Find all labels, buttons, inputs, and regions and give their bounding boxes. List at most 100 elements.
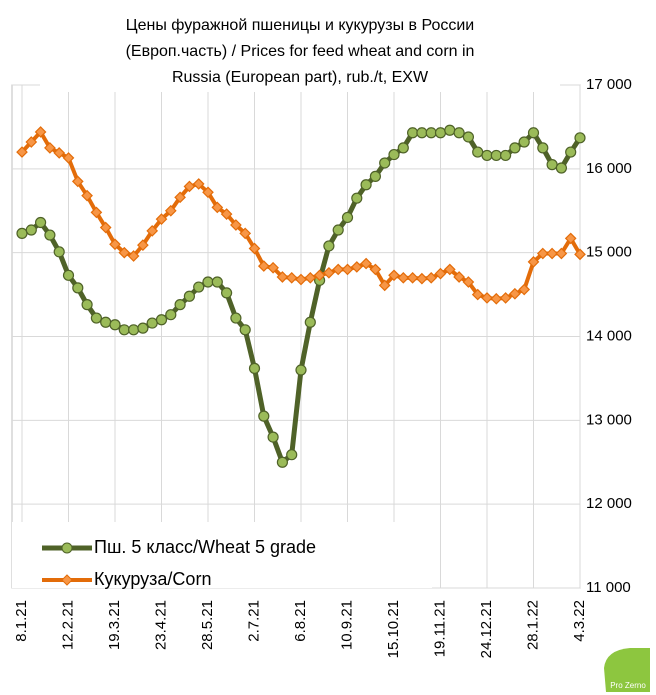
marker (257, 260, 270, 272)
logo-shape (604, 648, 650, 692)
title-background (40, 12, 560, 92)
marker (490, 149, 502, 162)
marker (239, 227, 252, 240)
marker (378, 279, 391, 292)
y-tick-label: 14 000 (586, 327, 632, 344)
marker (407, 127, 419, 139)
marker (211, 201, 224, 214)
marker (304, 271, 317, 284)
marker (351, 192, 363, 204)
marker (16, 227, 28, 239)
marker (109, 319, 121, 331)
marker (44, 142, 56, 154)
marker (211, 276, 223, 288)
marker (295, 273, 307, 286)
marker (397, 142, 409, 154)
y-tick-label: 12 000 (586, 495, 632, 512)
marker (276, 271, 289, 283)
marker (518, 136, 530, 148)
y-tick-label: 11 000 (586, 579, 631, 596)
marker (267, 431, 279, 443)
marker (118, 246, 131, 259)
marker (25, 136, 38, 148)
marker (258, 410, 270, 422)
marker (341, 263, 354, 276)
x-tick-label: 12.2.21 (59, 600, 76, 650)
marker (192, 178, 205, 190)
y-tick-label: 13 000 (586, 411, 632, 428)
marker (369, 170, 381, 182)
x-tick-label: 23.4.21 (152, 600, 169, 650)
marker (555, 162, 568, 174)
marker (536, 247, 549, 260)
legend-marker (61, 574, 73, 586)
marker (481, 149, 493, 162)
marker (527, 127, 540, 139)
x-tick-label: 8.1.21 (13, 600, 30, 642)
legend-marker (61, 542, 73, 554)
marker (174, 191, 186, 204)
marker (221, 287, 233, 299)
marker (388, 269, 400, 282)
marker (360, 257, 372, 270)
marker (193, 281, 205, 293)
x-tick-label: 10.9.21 (338, 600, 355, 650)
marker (304, 316, 316, 328)
x-tick-label: 24.12.21 (478, 600, 495, 658)
marker (350, 261, 363, 273)
marker (109, 238, 121, 251)
marker (34, 216, 47, 229)
marker (443, 263, 456, 276)
x-tick-label: 19.3.21 (106, 600, 123, 650)
marker (230, 219, 242, 231)
marker (128, 324, 140, 336)
marker (341, 211, 354, 224)
marker (462, 131, 474, 143)
marker (518, 283, 531, 296)
marker (220, 208, 233, 220)
marker (248, 242, 261, 255)
marker (183, 180, 196, 193)
marker (44, 229, 56, 241)
chart-title: (Европ.часть) / Prices for feed wheat an… (126, 43, 475, 60)
marker (62, 269, 75, 281)
marker (555, 247, 568, 260)
marker (313, 269, 326, 282)
marker (276, 456, 288, 468)
marker (462, 276, 475, 288)
marker (100, 316, 112, 328)
marker (397, 271, 410, 284)
chart-title: Цены фуражной пшеницы и кукурузы в Росси… (126, 17, 474, 34)
marker (323, 266, 335, 279)
marker (406, 271, 419, 284)
marker (62, 152, 75, 164)
marker (72, 282, 84, 294)
x-tick-label: 2.7.21 (245, 600, 262, 642)
legend-label: Пш. 5 класс/Wheat 5 grade (94, 537, 316, 557)
x-tick-label: 15.10.21 (385, 600, 402, 658)
marker (174, 299, 186, 311)
marker (164, 204, 177, 217)
marker (34, 126, 47, 138)
marker (90, 206, 103, 219)
y-tick-label: 16 000 (586, 160, 632, 177)
marker (16, 146, 28, 158)
marker (499, 292, 512, 304)
marker (146, 225, 159, 237)
chart-title: Russia (European part), rub./t, EXW (172, 69, 429, 86)
marker (146, 317, 158, 329)
marker (230, 312, 242, 324)
marker (118, 324, 130, 336)
legend-label: Кукуруза/Corn (94, 569, 211, 589)
marker (53, 246, 65, 258)
marker (425, 271, 438, 284)
marker (509, 142, 521, 154)
marker (490, 292, 503, 305)
marker (453, 271, 465, 283)
marker (202, 186, 214, 199)
marker (546, 159, 558, 171)
marker (472, 146, 484, 158)
marker (369, 263, 382, 276)
